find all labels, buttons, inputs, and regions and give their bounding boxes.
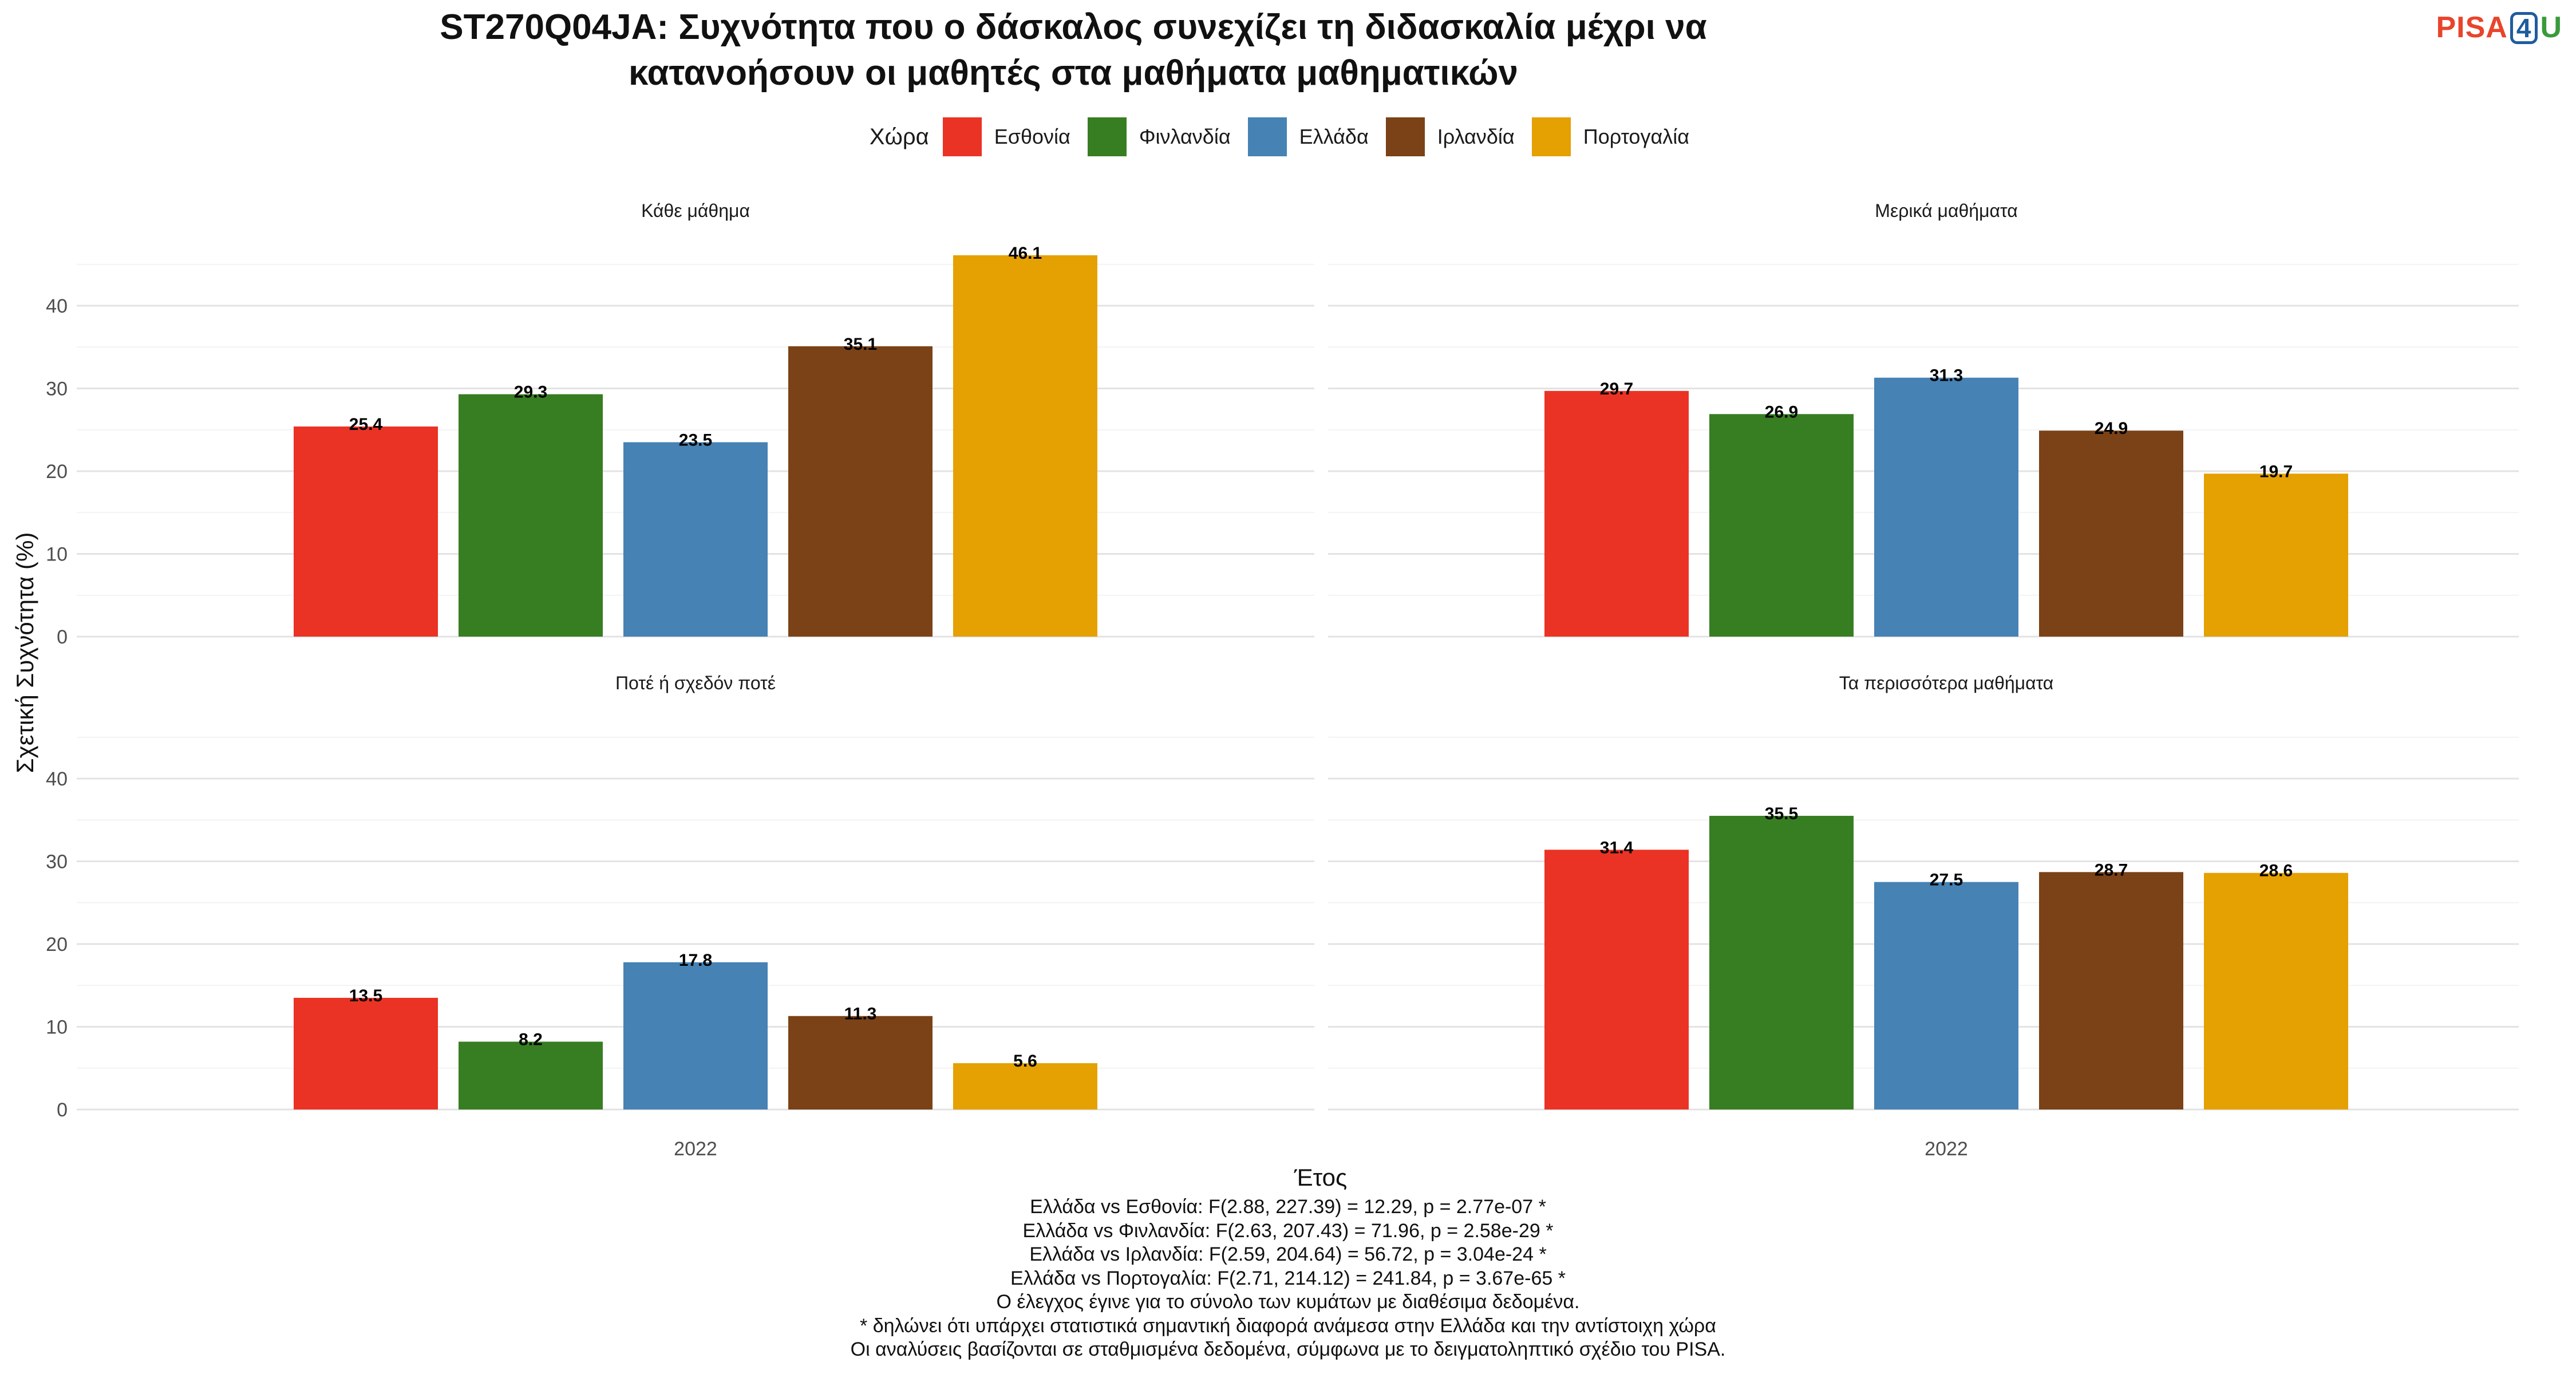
data-label: 8.2 [519, 1030, 543, 1049]
bar [1544, 390, 1689, 637]
legend-swatch [1087, 117, 1127, 156]
data-label: 13.5 [349, 986, 382, 1005]
data-label: 26.9 [1765, 402, 1798, 421]
bar [788, 1016, 933, 1110]
bar [294, 426, 438, 637]
data-label: 46.1 [1009, 244, 1042, 263]
bar [2039, 431, 2183, 637]
data-label: 29.7 [1600, 380, 1633, 398]
y-tick-label: 30 [46, 378, 68, 400]
bar [953, 255, 1097, 637]
y-axis-title: Σχετική Συχνότητα (%) [11, 532, 38, 773]
data-label: 17.8 [679, 951, 712, 970]
legend-item: Ελλάδα [1247, 117, 1369, 156]
bar [1874, 377, 2018, 637]
bar [623, 962, 768, 1110]
panel-title: Ποτέ ή σχεδόν ποτέ [615, 673, 776, 693]
chart-title-line-1: ST270Q04JA: Συχνότητα που ο δάσκαλος συν… [440, 7, 1707, 47]
panel-title: Τα περισσότερα μαθήματα [1839, 673, 2054, 693]
y-tick-label: 0 [57, 1099, 68, 1121]
bar [2204, 872, 2348, 1110]
bar [1544, 850, 1689, 1110]
data-label: 5.6 [1013, 1052, 1037, 1071]
panel-title: Κάθε μάθημα [641, 200, 750, 221]
pisa4u-logo: PISA 4 U [2436, 10, 2562, 45]
y-tick-label: 20 [46, 461, 68, 483]
footnote-line: Ελλάδα vs Ιρλανδία: F(2.59, 204.64) = 56… [1029, 1243, 1547, 1265]
footnotes: Ελλάδα vs Εσθονία: F(2.88, 227.39) = 12.… [0, 1195, 2576, 1362]
bar [1709, 816, 1854, 1110]
y-tick-label: 30 [46, 851, 68, 873]
legend-label: Ελλάδα [1299, 125, 1369, 148]
footnote-line: Ελλάδα vs Εσθονία: F(2.88, 227.39) = 12.… [1030, 1196, 1546, 1218]
bar [623, 442, 768, 637]
data-label: 27.5 [1930, 871, 1963, 890]
y-tick-label: 20 [46, 934, 68, 956]
legend-item: Φινλανδία [1087, 117, 1231, 156]
bar [459, 394, 603, 637]
data-label: 19.7 [2259, 462, 2293, 481]
legend-label: Εσθονία [994, 125, 1070, 148]
x-tick-label: 2022 [1925, 1138, 1968, 1160]
bar [2204, 473, 2348, 637]
data-label: 23.5 [679, 431, 712, 449]
x-axis-title: Έτος [1294, 1164, 1348, 1191]
legend-item: Ιρλανδία [1385, 117, 1515, 156]
bar [1874, 882, 2018, 1110]
bar [294, 997, 438, 1110]
data-label: 28.6 [2259, 862, 2293, 881]
bar [1709, 414, 1854, 637]
data-label: 28.7 [2095, 860, 2128, 879]
y-tick-label: 10 [46, 1017, 68, 1039]
legend-item: Εσθονία [942, 117, 1070, 156]
bar [788, 346, 933, 637]
legend-swatch [1385, 117, 1425, 156]
footnote-line: Ο έλεγχος έγινε για το σύνολο των κυμάτω… [996, 1291, 1580, 1313]
logo-text-4: 4 [2510, 12, 2538, 44]
data-label: 24.9 [2095, 419, 2128, 438]
chart-title-line-2: κατανοήσουν οι μαθητές στα μαθήματα μαθη… [628, 53, 1519, 93]
legend-swatch [1531, 117, 1571, 156]
legend: Χώρα Εσθονία Φινλανδία Ελλάδα Ιρλανδία Πορτο… [0, 117, 2576, 156]
y-tick-label: 40 [46, 768, 68, 790]
data-label: 29.3 [514, 383, 547, 402]
legend-item: Πορτογαλία [1531, 117, 1690, 156]
bar [953, 1063, 1097, 1110]
bar [459, 1041, 603, 1110]
chart-title: ST270Q04JA: Συχνότητα που ο δάσκαλος συν… [0, 5, 2147, 96]
legend-swatch [1247, 117, 1287, 156]
data-label: 25.4 [349, 415, 383, 434]
y-tick-label: 10 [46, 544, 68, 566]
footnote-line: Ελλάδα vs Πορτογαλία: F(2.71, 214.12) = … [1010, 1267, 1566, 1289]
logo-text-pisa: PISA [2436, 11, 2508, 44]
x-tick-label: 2022 [674, 1138, 717, 1160]
data-label: 31.3 [1930, 366, 1963, 385]
logo-text-u: U [2540, 11, 2562, 44]
data-label: 11.3 [844, 1005, 877, 1024]
legend-title: Χώρα [869, 124, 929, 149]
legend-swatch [942, 117, 982, 156]
data-label: 31.4 [1600, 838, 1634, 857]
legend-label: Πορτογαλία [1583, 125, 1690, 148]
legend-label: Φινλανδία [1139, 125, 1231, 148]
footnote-line: * δηλώνει ότι υπάρχει στατιστικά σημαντι… [860, 1314, 1716, 1337]
data-label: 35.5 [1765, 804, 1798, 823]
footnote-line: Ελλάδα vs Φινλανδία: F(2.63, 207.43) = 7… [1022, 1219, 1554, 1242]
panel-title: Μερικά μαθήματα [1875, 200, 2017, 221]
y-tick-label: 40 [46, 295, 68, 317]
bar [2039, 872, 2183, 1110]
footnote-line: Οι αναλύσεις βασίζονται σε σταθμισμένα δ… [850, 1339, 1726, 1360]
data-label: 35.1 [844, 335, 877, 354]
y-tick-label: 0 [57, 626, 68, 648]
legend-label: Ιρλανδία [1437, 125, 1515, 148]
